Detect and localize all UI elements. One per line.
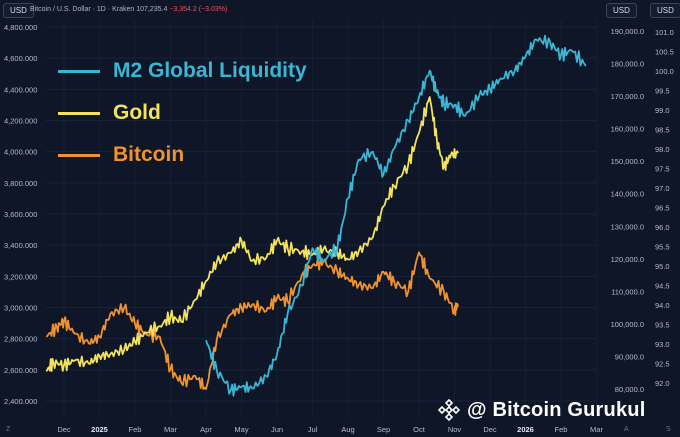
legend-swatch-gold xyxy=(58,111,100,115)
right-axis-index-tick-label: 94.0 xyxy=(655,301,670,310)
right-axis-index-tick-label: 93.5 xyxy=(655,321,670,330)
left-axis-tick-label: 4,000.000 xyxy=(4,148,37,157)
legend-swatch-m2 xyxy=(58,69,100,73)
left-axis-tick-label: 3,800.000 xyxy=(4,179,37,188)
right-axis-btc-tick-label: 80,000.0 xyxy=(615,385,644,394)
binance-diamond-icon xyxy=(437,398,461,422)
legend-label-gold: Gold xyxy=(113,101,161,124)
x-axis-tick-label: Jul xyxy=(308,425,318,434)
right-axis-index-tick-label: 92.0 xyxy=(655,379,670,388)
right-axis-btc-tick-label: 130,000.0 xyxy=(611,222,644,231)
right-axis-btc-tick-label: 180,000.0 xyxy=(611,60,644,69)
right-axis-btc-tick-label: 170,000.0 xyxy=(611,92,644,101)
right-axis-btc-tick-label: 160,000.0 xyxy=(611,125,644,134)
x-axis-ticks: Dec 2025 Feb Mar Apr May Jun Jul Aug Sep Oct Nov Dec… xyxy=(57,425,603,434)
right-axis-btc-tick-label: 120,000.0 xyxy=(611,255,644,264)
symbol-title-text: Bitcoin / U.S. Dollar · 1D · Kraken xyxy=(30,6,135,13)
x-axis-tick-label: Dec xyxy=(483,425,497,434)
left-axis-tick-label: 3,000.000 xyxy=(4,304,37,313)
left-currency-button[interactable]: USD xyxy=(3,3,34,18)
timezone-marker[interactable]: Z xyxy=(6,426,11,433)
x-axis-tick-label: Aug xyxy=(341,425,354,434)
log-scale-marker[interactable]: S xyxy=(666,426,671,433)
right-axis-index-tick-label: 96.0 xyxy=(655,223,670,232)
right-axis-index-tick-label: 93.0 xyxy=(655,340,670,349)
right-axis-btc-tick-label: 190,000.0 xyxy=(611,27,644,36)
price-change: −3,354.2 (−3.03%) xyxy=(169,6,228,13)
x-axis-tick-label: Mar xyxy=(590,425,603,434)
series-line-gold xyxy=(45,96,459,372)
left-axis-tick-label: 2,400.000 xyxy=(4,397,37,406)
left-axis-tick-label: 3,200.000 xyxy=(4,272,37,281)
chart-header: USD Bitcoin / U.S. Dollar · 1D · Kraken … xyxy=(0,0,680,20)
left-axis-tick-label: 4,400.000 xyxy=(4,85,37,94)
right-axis-index-tick-label: 96.5 xyxy=(655,204,670,213)
left-axis-tick-label: 4,800.000 xyxy=(4,23,37,32)
x-axis-tick-label: Oct xyxy=(413,425,426,434)
legend-item-bitcoin: Bitcoin xyxy=(58,134,307,176)
right-currency-button-index[interactable]: USD xyxy=(650,3,680,18)
right-axis-index-tick-label: 100.5 xyxy=(655,48,674,57)
left-axis-tick-label: 3,400.000 xyxy=(4,241,37,250)
right-axis-index-tick-label: 99.0 xyxy=(655,106,670,115)
watermark-text: @ Bitcoin Gurukul xyxy=(467,398,646,421)
right-axis-index-tick-label: 98.5 xyxy=(655,126,670,135)
price-value: 107,235.4 xyxy=(136,6,168,13)
x-axis-tick-label: 2025 xyxy=(91,425,108,434)
x-axis-tick-label: Sep xyxy=(377,425,390,434)
right-axis-btc-ticks: 80,000.0 90,000.0 100,000.0 110,000.0 120,00… xyxy=(611,27,644,394)
right-axis-index-ticks: 92.0 92.5 93.0 93.5 94.0 94.5 95.0 95.5 96.0 96.5… xyxy=(655,28,674,388)
x-axis-tick-label: Nov xyxy=(448,425,462,434)
right-axis-index-tick-label: 97.0 xyxy=(655,184,670,193)
right-axis-btc-tick-label: 90,000.0 xyxy=(615,352,644,361)
legend: M2 Global Liquidity Gold Bitcoin xyxy=(58,50,307,176)
x-axis-tick-label: Apr xyxy=(200,425,212,434)
right-axis-index-tick-label: 92.5 xyxy=(655,360,670,369)
auto-scale-marker[interactable]: A xyxy=(624,426,629,433)
right-axis-index-tick-label: 94.5 xyxy=(655,282,670,291)
x-axis-tick-label: Feb xyxy=(129,425,142,434)
left-axis-tick-label: 2,800.000 xyxy=(4,335,37,344)
x-axis-tick-label: May xyxy=(234,425,248,434)
right-axis-index-tick-label: 100.0 xyxy=(655,67,674,76)
right-axis-index-tick-label: 95.5 xyxy=(655,243,670,252)
left-axis-tick-label: 4,200.000 xyxy=(4,117,37,126)
legend-item-gold: Gold xyxy=(58,92,307,134)
right-axis-index-tick-label: 98.0 xyxy=(655,145,670,154)
x-axis-tick-label: Mar xyxy=(164,425,177,434)
x-axis-tick-label: Feb xyxy=(555,425,568,434)
right-currency-button-btc[interactable]: USD xyxy=(606,3,637,18)
series-lines xyxy=(45,34,587,397)
right-axis-index-tick-label: 99.5 xyxy=(655,87,670,96)
left-axis-tick-label: 4,600.000 xyxy=(4,54,37,63)
right-axis-index-tick-label: 101.0 xyxy=(655,28,674,37)
x-axis-tick-label: 2026 xyxy=(517,425,534,434)
legend-swatch-bitcoin xyxy=(58,153,100,157)
series-line-bitcoin xyxy=(45,251,459,390)
right-axis-btc-tick-label: 100,000.0 xyxy=(611,320,644,329)
watermark: @ Bitcoin Gurukul xyxy=(437,398,645,422)
left-axis-ticks: 2,400.000 2,600.000 2,800.000 3,000.000 3,20… xyxy=(4,23,37,406)
left-axis-tick-label: 3,600.000 xyxy=(4,210,37,219)
right-axis-index-tick-label: 95.0 xyxy=(655,262,670,271)
x-axis-tick-label: Jun xyxy=(271,425,283,434)
legend-label-m2: M2 Global Liquidity xyxy=(113,59,307,82)
left-axis-tick-label: 2,600.000 xyxy=(4,366,37,375)
right-axis-btc-tick-label: 110,000.0 xyxy=(611,287,644,296)
legend-label-bitcoin: Bitcoin xyxy=(113,143,185,166)
series-line-m2 xyxy=(205,34,587,397)
gridlines xyxy=(46,20,597,418)
legend-item-m2: M2 Global Liquidity xyxy=(58,50,307,92)
right-axis-index-tick-label: 97.5 xyxy=(655,165,670,174)
symbol-title: Bitcoin / U.S. Dollar · 1D · Kraken 107,… xyxy=(30,3,227,16)
right-axis-btc-tick-label: 150,000.0 xyxy=(611,157,644,166)
right-axis-btc-tick-label: 140,000.0 xyxy=(611,190,644,199)
x-axis-tick-label: Dec xyxy=(57,425,71,434)
